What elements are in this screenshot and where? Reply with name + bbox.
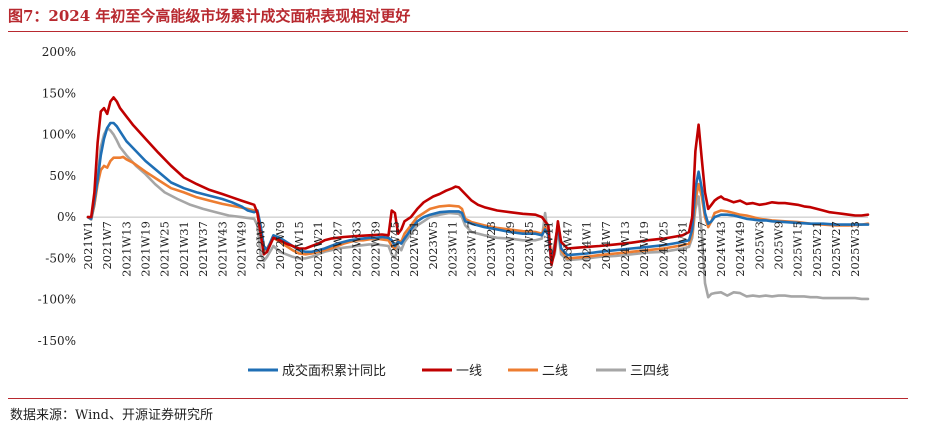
x-tick-label: 2024W43 [714,221,728,277]
x-tick-label: 2021W7 [100,221,114,269]
x-tick-label: 2021W1 [81,221,95,269]
x-tick-label: 2023W41 [541,221,555,277]
series-lines [86,96,870,301]
x-tick-label: 2022W45 [388,221,402,277]
legend-label-0: 成交面积累计同比 [282,363,386,379]
legend-label-3: 三四线 [630,364,669,379]
x-tick-label: 2023W47 [561,221,575,277]
x-tick-label: 2022W27 [330,221,344,277]
x-tick-label: 2023W11 [445,221,459,277]
x-tick-label: 2023W5 [426,221,440,269]
x-tick-label: 2021W13 [119,221,133,277]
x-tick-label: 2022W21 [311,221,325,277]
series-line-0 [86,121,870,264]
x-tick-label: 2022W51 [407,221,421,277]
source-note: 数据来源：Wind、开源证券研究所 [10,408,213,423]
x-tick-label: 2024W49 [733,221,747,277]
x-tick-label: 2021W49 [234,221,248,277]
x-tick-label: 2024W25 [656,221,670,277]
x-tick-label: 2025W3 [752,221,766,269]
y-axis-ticks: -150% -100% -50% 0% 50% 100% 150% 200% [38,45,76,348]
x-axis-ticks: 2021W1 2021W7 2021W13 2021W19 2021W25 2021W31… [81,221,862,277]
x-tick-label: 2022W39 [369,221,383,277]
bottom-rule [8,398,908,399]
x-tick-label: 2021W37 [196,221,210,277]
x-tick-label: 2023W23 [484,221,498,277]
x-tick-label: 2025W21 [810,221,824,277]
x-tick-label: 2023W35 [522,221,536,277]
x-tick-label: 2025W27 [829,221,843,277]
x-tick-label: 2024W13 [618,221,632,277]
x-tick-label: 2021W25 [158,221,172,277]
x-tick-label: 2022W15 [292,221,306,277]
x-tick-label: 2025W33 [848,221,862,277]
x-tick-label: 2022W3 [254,221,268,269]
x-tick-label: 2021W19 [139,221,153,277]
y-tick-label: -100% [38,293,76,307]
top-rule [8,31,908,32]
x-tick-label: 2024W1 [580,221,594,269]
series-line-3 [86,126,870,301]
x-tick-label: 2021W31 [177,221,191,277]
y-tick-label: 50% [49,169,76,183]
x-tick-label: 2021W43 [215,221,229,277]
series-line-1 [86,96,870,267]
x-tick-label: 2022W33 [350,221,364,277]
x-tick-label: 2023W29 [503,221,517,277]
legend: 成交面积累计同比 一线 二线 三四线 [248,363,669,379]
x-tick-label: 2024W37 [695,221,709,277]
figure-title: 图7：2024 年初至今高能级市场累计成交面积表现相对更好 [8,7,411,25]
x-tick-label: 2024W31 [676,221,690,277]
x-tick-label: 2023W17 [465,221,479,277]
y-tick-label: 100% [42,128,76,142]
y-tick-label: 150% [42,86,76,100]
x-tick-label: 2025W9 [772,221,786,269]
legend-label-2: 二线 [542,364,568,379]
y-tick-label: 0% [57,210,76,224]
x-tick-label: 2024W7 [599,221,613,269]
legend-label-1: 一线 [456,364,482,379]
x-tick-label: 2022W9 [273,221,287,269]
x-tick-label: 2025W15 [791,221,805,277]
y-tick-label: 200% [42,45,76,59]
y-tick-label: -50% [45,251,76,265]
y-tick-label: -150% [38,334,76,348]
x-tick-label: 2024W19 [637,221,651,277]
